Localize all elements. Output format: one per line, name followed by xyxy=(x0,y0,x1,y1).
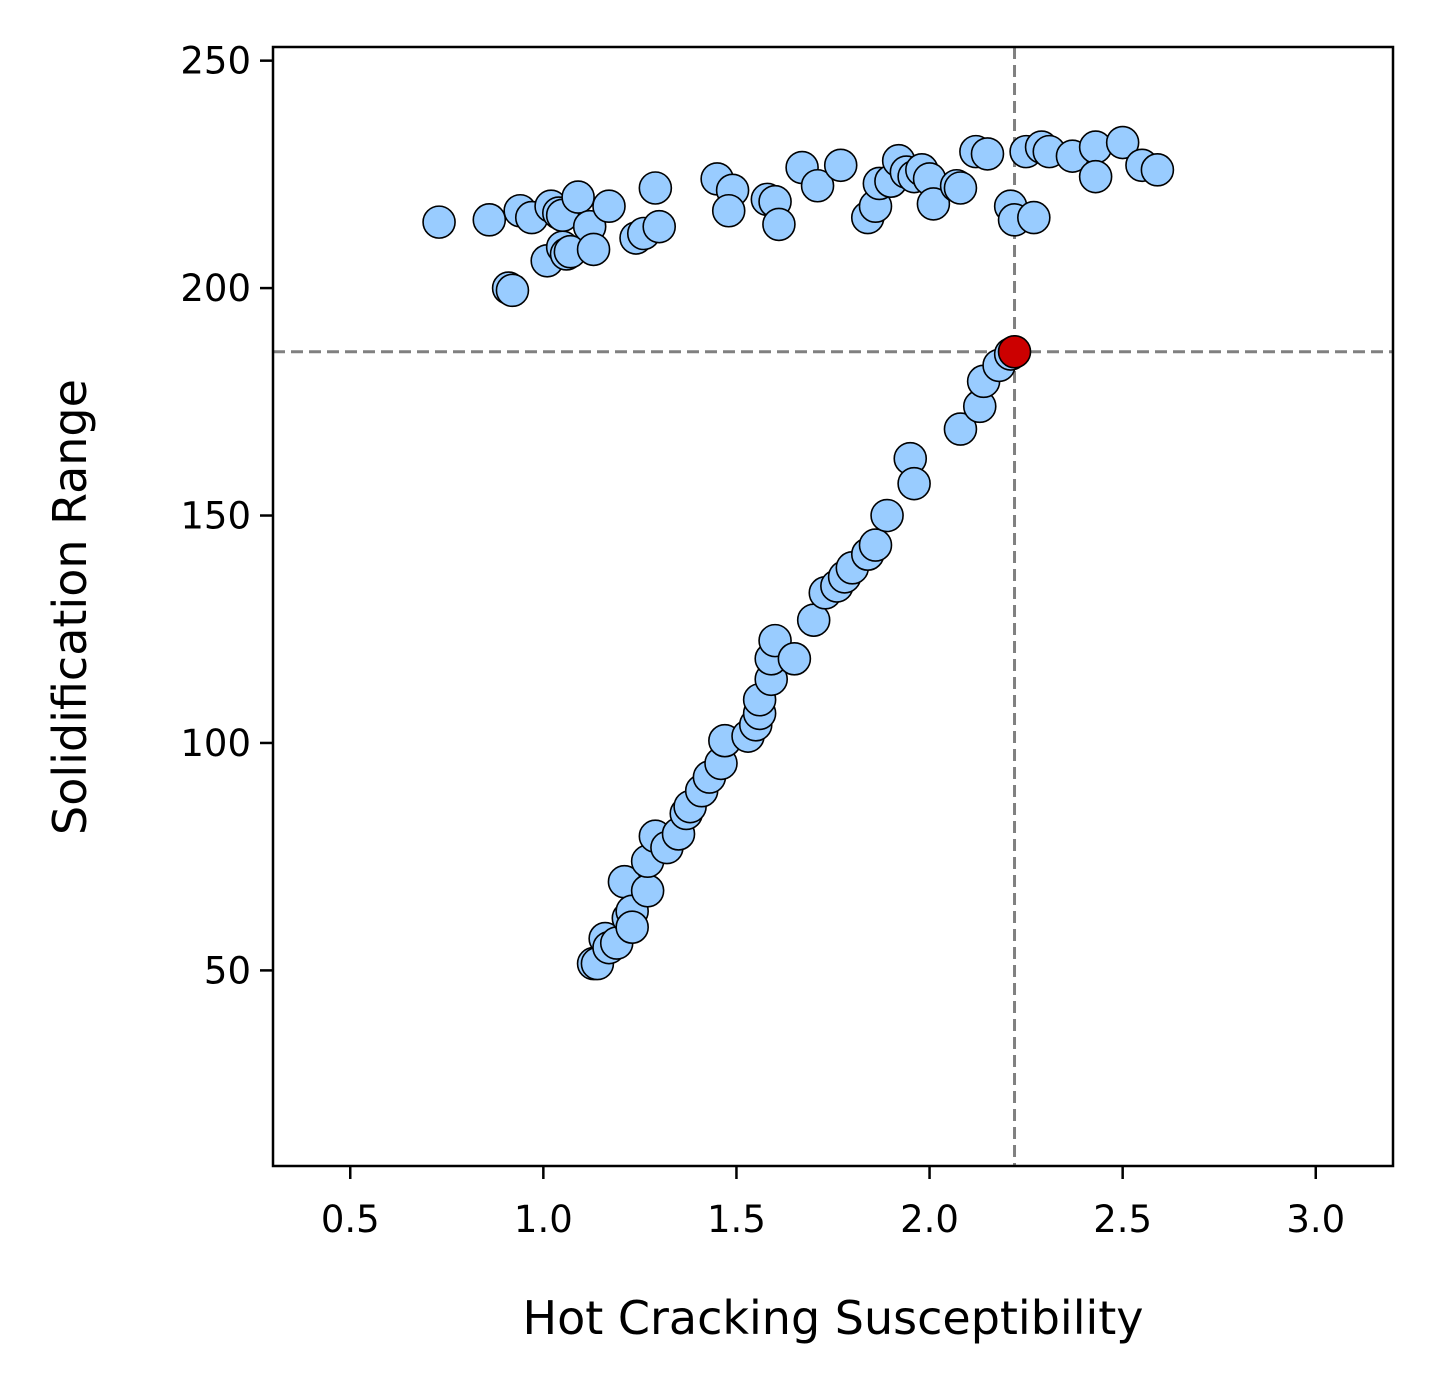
data-point xyxy=(642,209,677,244)
x-axis-ticks: 0.5 1.0 1.5 2.0 2.5 3.0 xyxy=(321,1166,1345,1241)
data-point xyxy=(858,528,893,562)
y-tick-label: 250 xyxy=(180,40,251,83)
data-point xyxy=(1140,153,1175,187)
x-tick-label: 2.5 xyxy=(1093,1198,1152,1241)
data-point xyxy=(1078,159,1113,194)
data-point xyxy=(897,466,931,501)
data-point xyxy=(615,910,649,944)
data-point xyxy=(638,171,673,205)
data-point xyxy=(422,205,456,239)
data-point xyxy=(800,168,835,203)
y-tick-label: 50 xyxy=(204,949,251,992)
highlighted-point xyxy=(997,334,1032,369)
y-axis-ticks: 50 100 150 200 250 xyxy=(180,40,273,992)
data-point xyxy=(495,273,530,308)
data-point xyxy=(823,148,858,183)
y-axis-title: Solidification Range xyxy=(43,379,97,835)
x-tick-label: 3.0 xyxy=(1286,1198,1345,1241)
data-point xyxy=(472,203,507,237)
data-point xyxy=(1017,200,1051,235)
data-point xyxy=(592,189,626,224)
x-tick-label: 1.5 xyxy=(707,1198,766,1241)
data-point xyxy=(762,207,796,242)
data-points xyxy=(422,125,1175,981)
data-point xyxy=(711,193,746,228)
data-point xyxy=(561,180,595,214)
data-point xyxy=(630,873,665,908)
data-point xyxy=(870,498,904,533)
data-point xyxy=(916,187,951,221)
data-point xyxy=(576,232,611,267)
y-tick-label: 200 xyxy=(180,267,251,310)
x-tick-label: 2.0 xyxy=(900,1198,959,1241)
x-tick-label: 0.5 xyxy=(321,1198,380,1241)
data-point xyxy=(970,137,1005,171)
x-tick-label: 1.0 xyxy=(514,1198,573,1241)
y-tick-label: 100 xyxy=(180,722,251,765)
data-point xyxy=(943,412,978,446)
x-axis-title: Hot Cracking Susceptibility xyxy=(522,1291,1143,1345)
data-point xyxy=(943,171,978,205)
data-point xyxy=(777,642,812,676)
data-point xyxy=(1105,125,1140,160)
plot-frame xyxy=(271,45,1395,1168)
y-tick-label: 150 xyxy=(180,495,251,538)
